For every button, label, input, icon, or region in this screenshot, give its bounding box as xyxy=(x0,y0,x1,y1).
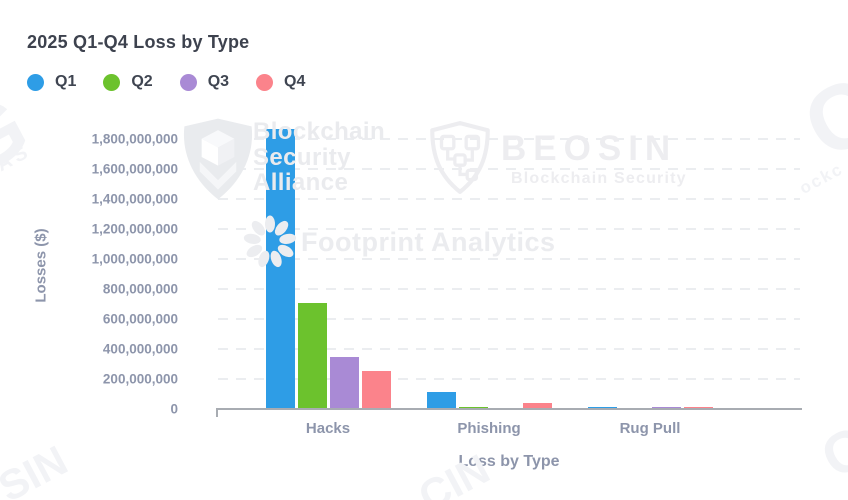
chart-legend: Q1 Q2 Q3 Q4 xyxy=(27,73,305,91)
bsa-shield-icon xyxy=(170,113,266,208)
bar-phishing-q1[interactable] xyxy=(426,391,456,409)
gridline xyxy=(218,228,800,230)
y-tick-label: 1,400,000,000 xyxy=(91,191,178,207)
bar-hacks-q4[interactable] xyxy=(361,370,391,409)
y-tick-label: 1,000,000,000 xyxy=(91,251,178,267)
gridline xyxy=(218,198,800,200)
legend-label-q1: Q1 xyxy=(55,73,77,90)
legend-item-q3[interactable]: Q3 xyxy=(179,73,230,91)
legend-label-q2: Q2 xyxy=(131,73,153,90)
gridline xyxy=(218,168,800,170)
watermark-fragment: SIN xyxy=(0,436,75,500)
y-tick-label: 800,000,000 xyxy=(102,281,178,297)
beosin-shield-icon xyxy=(427,120,493,201)
x-category-label-rug-pull: Rug Pull xyxy=(619,420,681,437)
bar-rug-pull-q3[interactable] xyxy=(651,406,681,409)
legend-item-q4[interactable]: Q4 xyxy=(256,73,305,91)
legend-swatch-q4 xyxy=(256,73,274,91)
gridline xyxy=(218,348,800,350)
y-tick-label: 200,000,000 xyxy=(102,371,178,387)
gridline xyxy=(218,378,800,380)
y-tick-label: 1,800,000,000 xyxy=(91,131,178,147)
bar-hacks-q3[interactable] xyxy=(329,356,359,409)
bar-phishing-q4[interactable] xyxy=(522,403,552,409)
gridline xyxy=(218,288,800,290)
y-tick-label: 600,000,000 xyxy=(102,311,178,327)
watermark-fragment: C xyxy=(787,57,848,179)
beosin-watermark-subtitle: Blockchain Security xyxy=(511,170,687,187)
watermark-fragment: ockc xyxy=(796,159,847,198)
x-axis-left-cap xyxy=(216,408,218,417)
footprint-watermark-text: Footprint Analytics xyxy=(301,227,556,257)
legend-item-q1[interactable]: Q1 xyxy=(27,73,76,91)
watermark-fragment: G xyxy=(0,75,44,196)
y-axis-title: Losses ($) xyxy=(32,228,50,303)
watermark-fragment: AS xyxy=(0,139,35,177)
chart-title: 2025 Q1-Q4 Loss by Type xyxy=(27,32,250,52)
bar-rug-pull-q4[interactable] xyxy=(683,406,713,409)
y-tick-label: 1,600,000,000 xyxy=(91,161,178,177)
gridline xyxy=(218,318,800,320)
legend-swatch-q2 xyxy=(103,73,121,91)
y-tick-label: 400,000,000 xyxy=(102,341,178,357)
legend-item-q2[interactable]: Q2 xyxy=(103,73,153,91)
legend-swatch-q3 xyxy=(179,73,197,91)
legend-swatch-q1 xyxy=(27,73,44,91)
gridline xyxy=(218,138,800,140)
x-axis-title: Loss by Type xyxy=(458,453,560,470)
bar-hacks-q2[interactable] xyxy=(297,302,327,409)
gridline xyxy=(218,258,800,260)
y-tick-label: 0 xyxy=(170,401,178,417)
beosin-watermark-name: BEOSIN xyxy=(501,129,678,168)
watermark-fragment: C xyxy=(810,414,848,492)
legend-label-q4: Q4 xyxy=(284,73,306,90)
x-category-label-phishing: Phishing xyxy=(457,420,521,437)
legend-label-q3: Q3 xyxy=(207,73,230,90)
y-tick-label: 1,200,000,000 xyxy=(91,221,178,237)
x-category-label-hacks: Hacks xyxy=(305,420,351,437)
x-axis-line xyxy=(216,408,802,410)
bar-hacks-q1[interactable] xyxy=(265,128,295,409)
